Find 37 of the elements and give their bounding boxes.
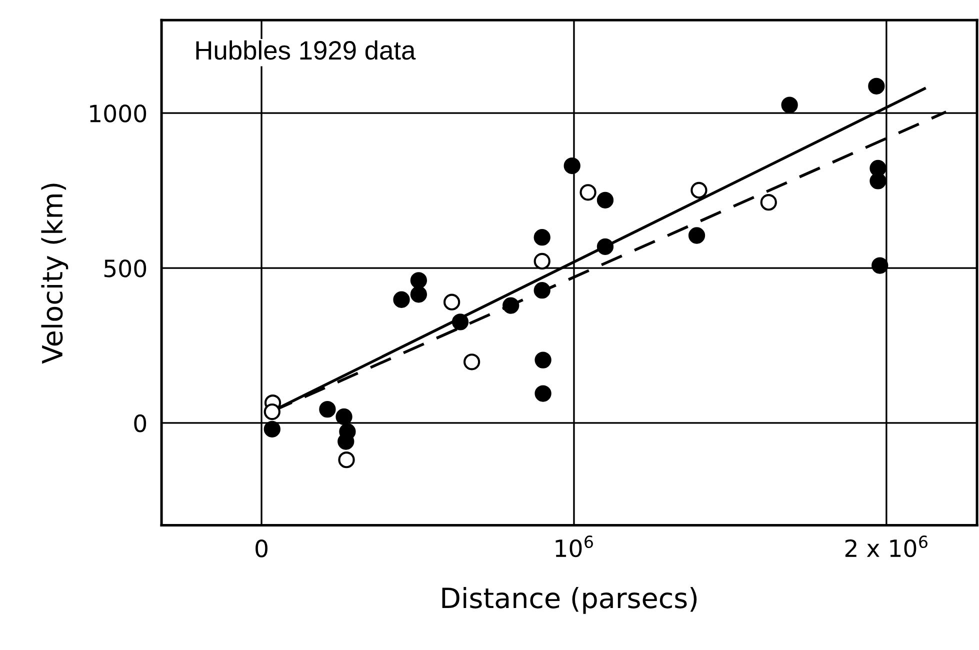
point (336, 408, 352, 426)
point (264, 420, 280, 438)
x-tick-label: 10$^{6}$ (556, 536, 593, 558)
point (264, 403, 280, 420)
point (443, 294, 460, 310)
point (319, 400, 336, 418)
point (534, 252, 550, 270)
point (410, 272, 428, 289)
text: Hubbles 1929 data (196, 40, 416, 60)
point (463, 354, 480, 370)
point (596, 238, 614, 255)
point (534, 282, 550, 299)
y-tick-label: 1000 (90, 104, 146, 122)
point (870, 172, 886, 190)
point (534, 385, 552, 402)
point (452, 314, 469, 330)
y-tick-label: 0 (134, 414, 146, 432)
point (534, 229, 550, 246)
point (410, 286, 428, 303)
point (596, 192, 614, 208)
point (760, 194, 777, 211)
point (580, 184, 596, 201)
point (690, 182, 708, 199)
point (872, 257, 888, 274)
point (393, 291, 410, 308)
y-axis-title: Velocity (km) (41, 184, 68, 364)
x-tick-label: 0 (256, 540, 268, 558)
point (781, 96, 798, 114)
point (868, 78, 885, 94)
point (564, 157, 580, 174)
y-tick-label: 500 (104, 259, 146, 278)
point (534, 352, 552, 368)
point (338, 451, 355, 468)
point (688, 227, 706, 244)
x-axis-title: Distance (parsecs) (442, 586, 697, 614)
x-tick-label: 2 x 10$^{6}$ (845, 536, 928, 558)
point (502, 297, 520, 314)
